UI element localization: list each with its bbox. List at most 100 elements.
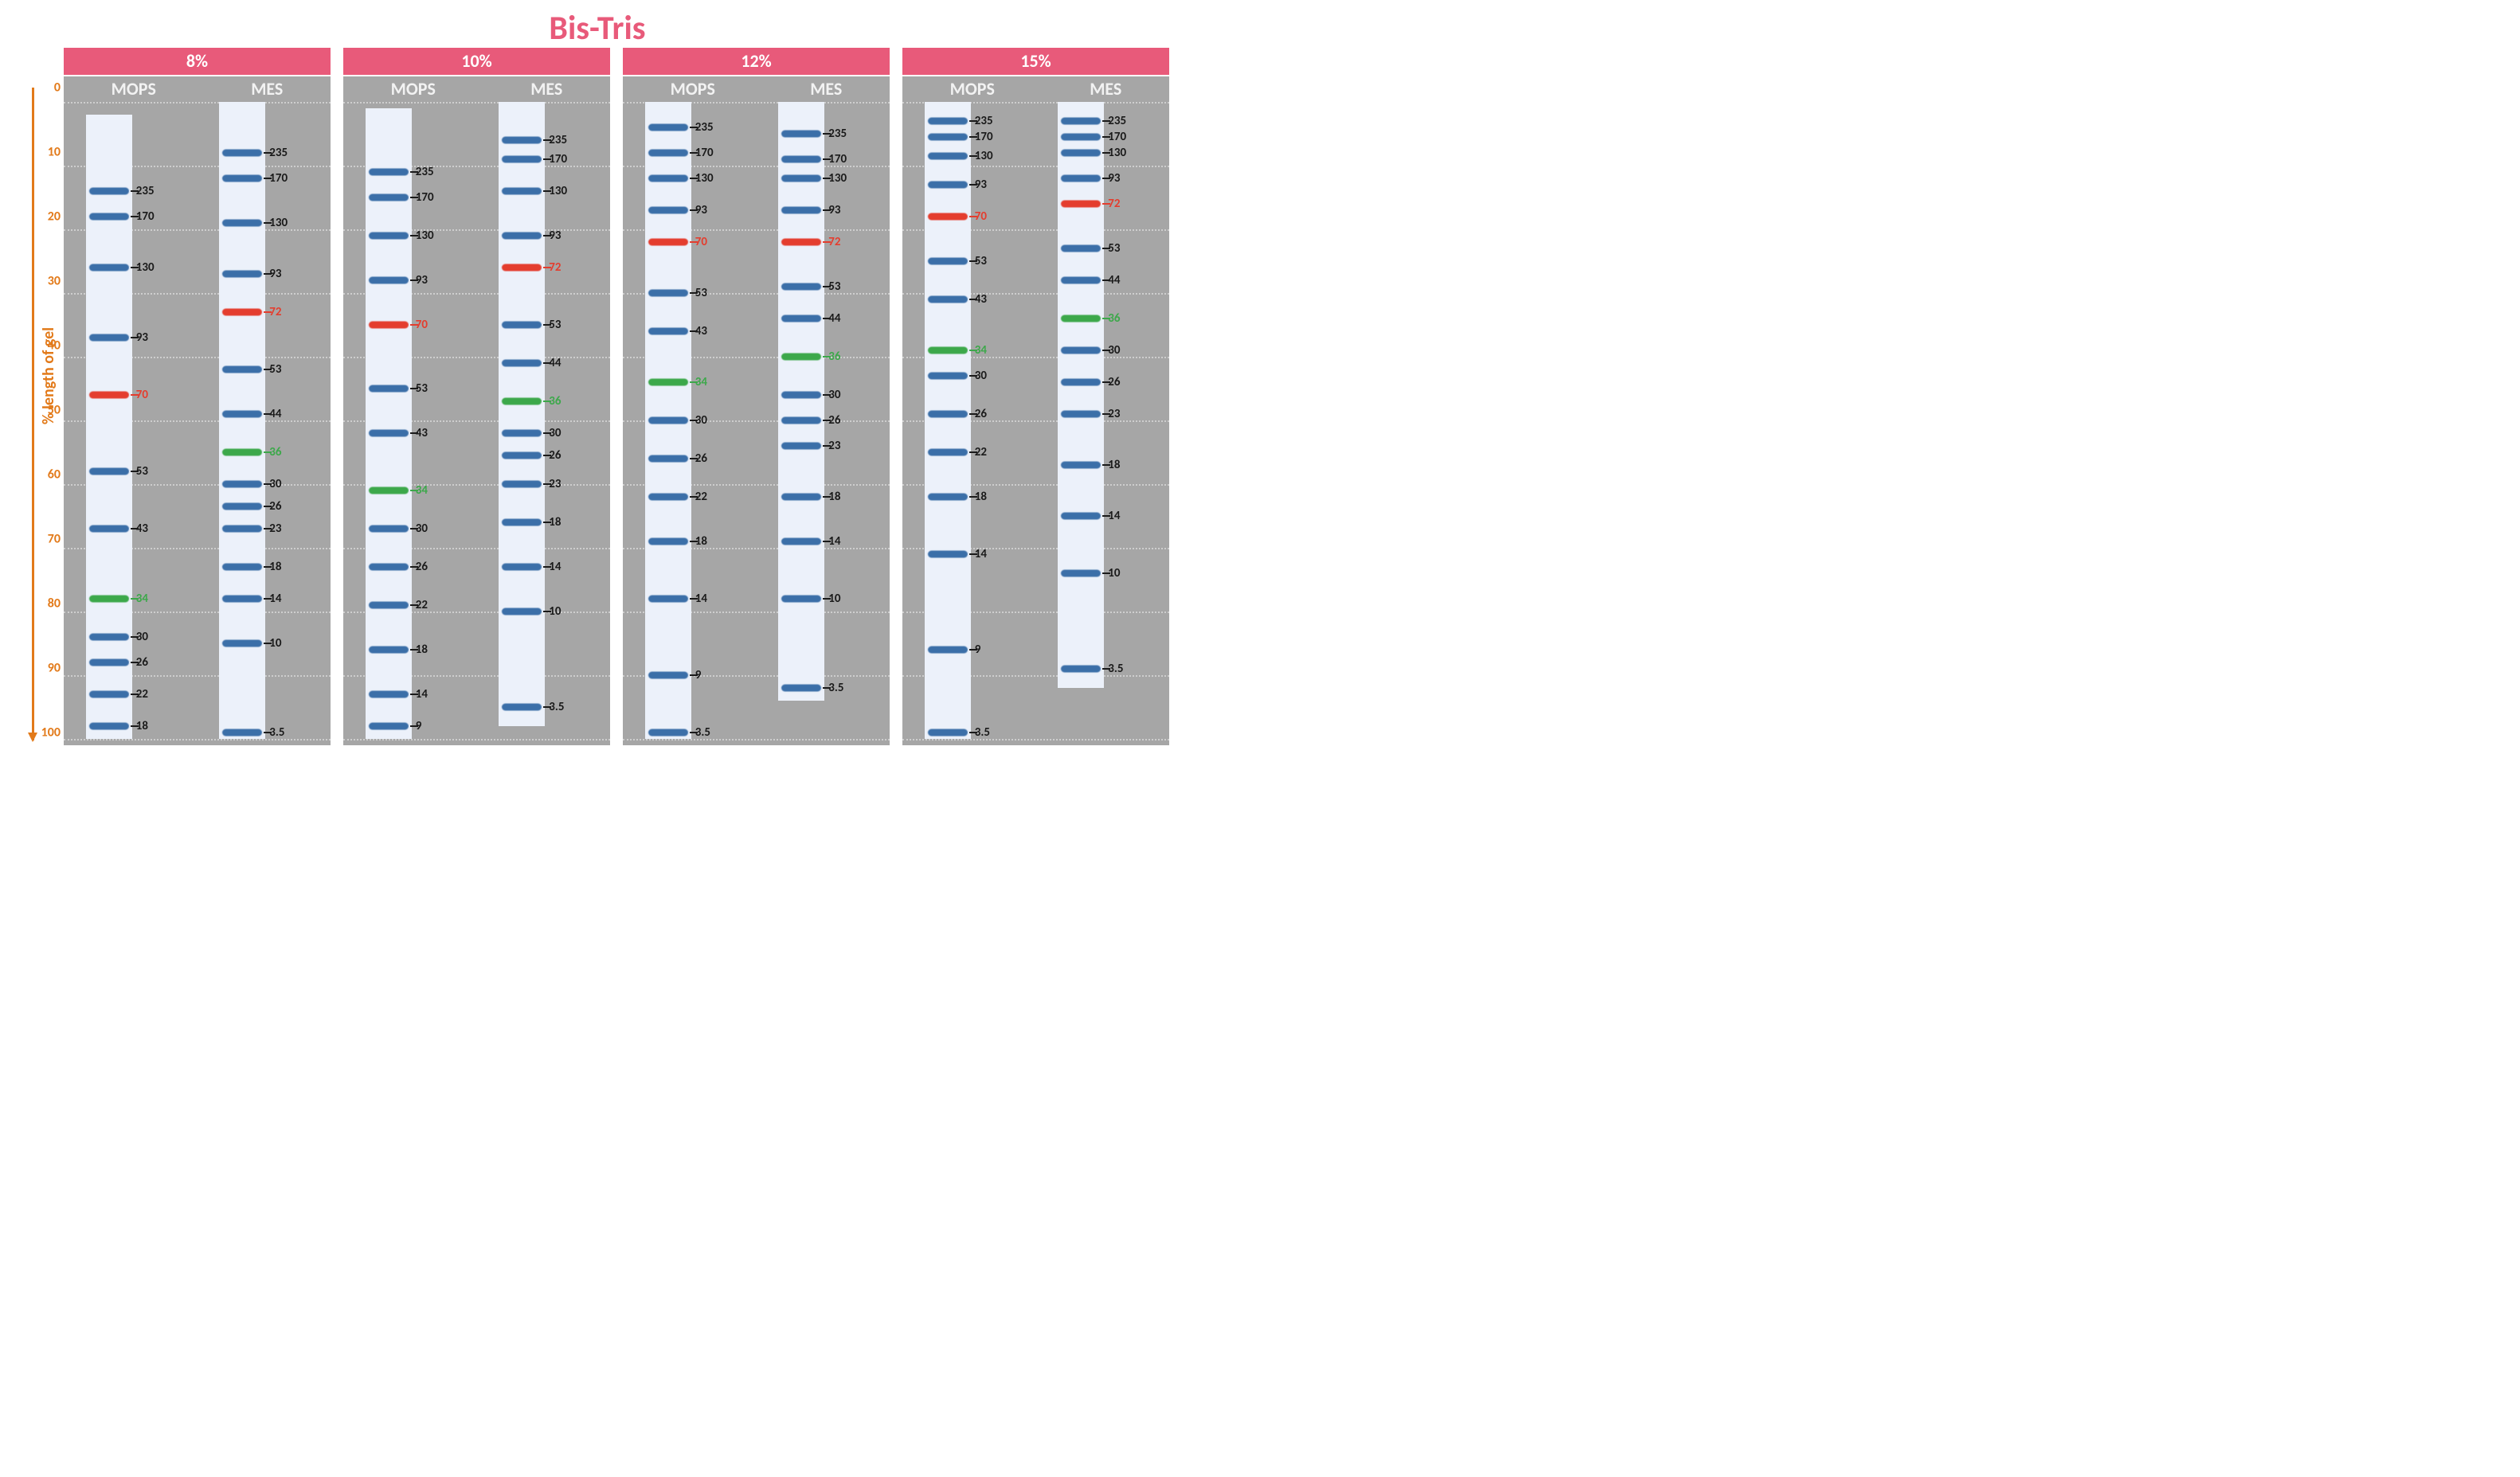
buffer-labels: MOPS MES — [64, 76, 331, 100]
gel-band — [222, 596, 262, 603]
buffer-label: MOPS — [112, 78, 156, 100]
band-label: 26 — [416, 560, 428, 574]
band-label: 70 — [695, 235, 707, 249]
band-label: 36 — [1108, 311, 1120, 326]
gel-band — [928, 647, 968, 654]
band-label: 34 — [975, 343, 987, 358]
band-label: 18 — [695, 534, 707, 549]
gel-band — [222, 309, 262, 316]
gridline — [902, 739, 1169, 740]
band-label: 23 — [549, 477, 561, 491]
band-label: 14 — [416, 687, 428, 701]
band-label: 30 — [136, 630, 148, 644]
band-label: 10 — [269, 636, 281, 651]
gel-band — [1061, 277, 1101, 284]
lane-strip — [778, 102, 824, 701]
band-label: 130 — [269, 216, 288, 230]
buffer-label: MES — [251, 78, 283, 100]
gel-band — [369, 487, 409, 494]
panel-body: MOPSMES235170130937053433430262218149235… — [343, 76, 610, 745]
band-label: 44 — [549, 356, 561, 370]
gel-band — [502, 188, 542, 195]
gel-band — [648, 672, 688, 679]
band-label: 130 — [136, 260, 155, 275]
gel-area: 2351701309370534334302622182351701309372… — [64, 102, 331, 739]
gel-band — [89, 213, 129, 221]
band-label: 53 — [1108, 241, 1120, 256]
band-label: 30 — [549, 426, 561, 440]
gel-panel: 10%MOPSMES235170130937053433430262218149… — [343, 48, 610, 745]
band-label: 235 — [136, 184, 155, 198]
gel-band — [222, 564, 262, 571]
chart-title: Bis-Tris — [8, 8, 1187, 49]
gel-band — [648, 494, 688, 501]
gel-band — [502, 398, 542, 405]
band-label: 10 — [1108, 566, 1120, 580]
gel-band — [781, 417, 821, 424]
band-label: 18 — [549, 515, 561, 529]
gel-area: 2351701309370534334302622181493.52351701… — [902, 102, 1169, 739]
lanes: 2351701309370534334302622182351701309372… — [64, 102, 331, 739]
gel-band — [502, 360, 542, 367]
band-label: 30 — [828, 388, 840, 402]
gel-band — [369, 322, 409, 329]
band-label: 72 — [828, 235, 840, 249]
gel-band — [781, 354, 821, 361]
buffer-label: MES — [810, 78, 842, 100]
band-label: 130 — [549, 184, 567, 198]
gel-band — [648, 124, 688, 131]
gel-band — [369, 602, 409, 609]
band-label: 10 — [828, 592, 840, 606]
lanes: 2351701309370534334302622181493.52351701… — [623, 102, 890, 739]
gel-lane: 23517013093725344363026231814103.5 — [208, 102, 319, 739]
gel-band — [502, 232, 542, 240]
gel-band — [648, 328, 688, 335]
gel-band — [222, 503, 262, 510]
buffer-label: MOPS — [950, 78, 995, 100]
band-label: 93 — [1108, 171, 1120, 186]
band-label: 93 — [695, 203, 707, 217]
lane-strip — [499, 102, 545, 726]
band-label: 23 — [828, 439, 840, 453]
gel-band — [89, 392, 129, 399]
gel-band — [89, 691, 129, 698]
band-label: 53 — [416, 381, 428, 396]
band-label: 30 — [269, 477, 281, 491]
gel-band — [648, 538, 688, 545]
band-label: 170 — [1108, 130, 1126, 144]
gel-band — [369, 691, 409, 698]
gel-band — [928, 494, 968, 501]
gel-band — [1061, 134, 1101, 141]
gel-band — [222, 220, 262, 227]
band-label: 18 — [136, 719, 148, 733]
gel-band — [1061, 245, 1101, 252]
band-label: 43 — [136, 522, 148, 536]
band-label: 30 — [416, 522, 428, 536]
panel-body: MOPSMES235170130937053433430262218235170… — [64, 76, 331, 745]
gel-band — [1061, 315, 1101, 322]
y-tick: 100 — [41, 725, 61, 740]
band-label: 53 — [549, 318, 561, 332]
gel-band — [222, 640, 262, 647]
band-label: 34 — [136, 592, 148, 606]
lane-strip — [925, 102, 971, 739]
gel-band — [648, 290, 688, 297]
gel-band — [369, 647, 409, 654]
band-label: 170 — [549, 152, 567, 166]
band-label: 53 — [695, 286, 707, 300]
gel-band — [781, 239, 821, 246]
gel-band — [369, 232, 409, 240]
lane-strip — [366, 108, 412, 739]
band-label: 26 — [136, 655, 148, 670]
band-label: 130 — [1108, 146, 1126, 160]
gel-lane: 23517013093725344363026231814103.5 — [1047, 102, 1158, 739]
gel-band — [1061, 379, 1101, 386]
band-label: 3.5 — [1108, 662, 1123, 676]
buffer-labels: MOPSMES — [343, 76, 610, 100]
gel-band — [648, 239, 688, 246]
band-label: 235 — [828, 127, 847, 141]
gel-band — [502, 264, 542, 272]
gel-band — [781, 494, 821, 501]
gel-band — [648, 596, 688, 603]
gel-area: 2351701309370534334302622181492351701309… — [343, 102, 610, 739]
